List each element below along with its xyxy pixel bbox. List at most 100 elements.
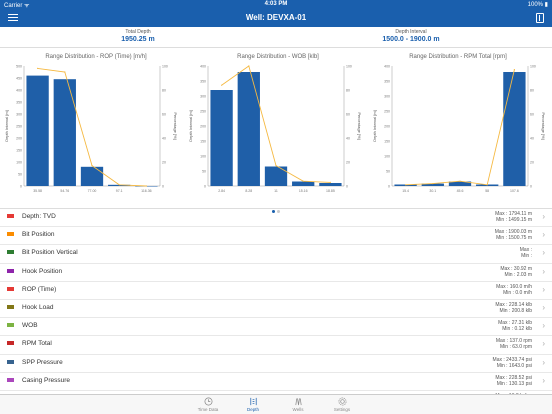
y-tick-label: 500 — [16, 65, 22, 69]
percentage-point — [248, 65, 250, 67]
y2-tick-label: 100 — [162, 65, 168, 69]
y2-tick-label: 40 — [162, 137, 166, 141]
parameter-row[interactable]: Bit Position Max : 1900.03 m Min : 1500.75… — [0, 227, 552, 246]
x-tick-label: 107.6 — [510, 189, 519, 193]
bar — [448, 181, 472, 186]
color-swatch — [7, 341, 14, 346]
bar — [421, 183, 444, 186]
y-axis-label: Depth Interval [m] — [372, 110, 377, 142]
x-tick-label: 8.28 — [245, 189, 252, 193]
x-tick-label: 2.84 — [218, 189, 225, 193]
color-swatch — [7, 214, 14, 218]
status-bar: Carrier ᯤ 4:03 PM 100% ▮ — [0, 0, 552, 9]
y2-tick-label: 20 — [346, 161, 350, 165]
total-depth-value: 1950.25 m — [121, 36, 155, 43]
bar — [80, 166, 104, 186]
chevron-right-icon: › — [542, 284, 545, 294]
y2-tick-label: 40 — [346, 137, 350, 141]
parameter-max: Max : 1900.03 m — [494, 229, 532, 236]
tab-label: Depth — [246, 407, 259, 412]
y2-axis-label: Percentage [%] — [357, 112, 362, 139]
parameter-row[interactable]: RPM Total Max : 137.0 rpm Min : 63.0 rpm › — [0, 336, 552, 355]
bar — [264, 166, 288, 186]
parameter-row[interactable]: Hook Position Max : 30.92 m Min : 2.03 m › — [0, 264, 552, 282]
bar — [210, 90, 233, 186]
parameter-list: Depth: TVD Max : 1794.11 m Min : 1499.15 m… — [0, 208, 552, 394]
page-dot[interactable] — [277, 210, 280, 213]
color-swatch — [7, 359, 14, 364]
parameter-row[interactable]: Hook Load Max : 228.14 klb Min : 200.8 klb… — [0, 300, 552, 319]
y-tick-label: 150 — [384, 140, 390, 144]
y2-tick-label: 20 — [530, 161, 534, 165]
tab-label: Wells — [292, 407, 304, 412]
percentage-point — [91, 165, 93, 167]
y-tick-label: 300 — [16, 113, 22, 117]
x-tick-label: 58 — [485, 189, 489, 193]
parameter-name: Bit Position Vertical — [22, 249, 78, 257]
summary-header: Total Depth 1950.25 m Depth Interval 150… — [0, 27, 552, 48]
page-title: Well: DEVXA-01 — [245, 13, 307, 22]
parameter-min: Min : 0.12 klb — [502, 326, 532, 333]
gear-icon — [338, 397, 346, 406]
parameter-name: WOB — [22, 322, 38, 330]
charts-carousel[interactable]: Range Distribution - ROP (Time) [m/h] Ra… — [0, 48, 552, 208]
page-indicator[interactable] — [0, 200, 552, 218]
parameter-range: Max : 137.0 rpm Min : 63.0 rpm — [496, 338, 532, 350]
parameter-range: Max : Min : — [520, 247, 532, 259]
y-tick-label: 200 — [200, 125, 206, 129]
parameter-max: Max : 30.92 m — [500, 265, 532, 272]
parameter-row[interactable]: SPP Pressure Max : 2433.74 psi Min : 1643.… — [0, 355, 552, 373]
parameter-max: Max : 160.0 m/h — [496, 283, 532, 290]
x-tick-label: 30.1 — [429, 189, 436, 193]
percentage-point — [64, 71, 66, 73]
book-icon[interactable] — [536, 13, 544, 23]
parameter-max: Max : — [519, 247, 532, 254]
y2-tick-label: 100 — [346, 65, 352, 69]
wells-icon — [294, 398, 302, 406]
nav-bar: Well: DEVXA-01 — [0, 9, 552, 27]
y2-tick-label: 40 — [530, 137, 534, 141]
y-tick-label: 400 — [16, 89, 22, 93]
page-dot[interactable] — [272, 210, 275, 213]
tab-time-data[interactable]: Time Data — [188, 397, 228, 412]
y-tick-label: 250 — [16, 125, 22, 129]
parameter-min: Min : 0.0 m/h — [503, 289, 532, 296]
parameter-name: Bit Position — [22, 231, 55, 239]
y2-tick-label: 80 — [530, 89, 534, 93]
parameter-range: Max : 2433.74 psi Min : 1643.0 psi — [493, 357, 532, 369]
parameter-row[interactable]: Depth: TVD Max : 1794.11 m Min : 1499.15 m… — [0, 209, 552, 228]
percentage-point — [432, 183, 434, 185]
parameter-max: Max : 1794.11 m — [495, 211, 532, 217]
y2-tick-label: 100 — [530, 65, 536, 69]
x-tick-label: 45.6 — [457, 189, 464, 193]
percentage-point — [513, 69, 515, 71]
parameter-row[interactable]: Bit Position Vertical Max : Min : › — [0, 245, 552, 264]
parameter-max: Max : 2433.74 psi — [492, 356, 532, 363]
parameter-min: Min : 1500.75 m — [496, 235, 532, 242]
x-tick-label: 18.85 — [326, 189, 335, 193]
y-tick-label: 0 — [20, 185, 22, 189]
parameter-row[interactable]: Casing Pressure Max : 228.52 psi Min : 130… — [0, 373, 552, 391]
tab-label: Time Data — [197, 407, 219, 412]
x-tick-label: 15.4 — [402, 189, 409, 193]
tab-depth[interactable]: Depth — [233, 397, 273, 412]
tab-wells[interactable]: Wells — [278, 397, 318, 412]
color-swatch — [7, 323, 14, 328]
parameter-row[interactable]: TorqueMax : 16.8 kzf m› — [0, 391, 552, 394]
parameter-min: Min : 200.8 klb — [499, 307, 532, 314]
tab-settings[interactable]: Settings — [322, 397, 362, 412]
parameter-range: Max : 160.0 m/h Min : 0.0 m/h — [496, 284, 532, 296]
parameter-min: Min : 63.0 rpm — [500, 344, 532, 351]
y-tick-label: 150 — [200, 140, 206, 144]
chevron-right-icon: › — [542, 248, 545, 258]
parameter-name: Casing Pressure — [22, 376, 71, 384]
y2-tick-label: 80 — [346, 89, 350, 93]
y-tick-label: 100 — [200, 155, 206, 159]
y2-tick-label: 60 — [530, 113, 534, 117]
menu-icon[interactable] — [8, 14, 18, 22]
chevron-right-icon: › — [542, 321, 545, 331]
x-tick-label: 116.36 — [141, 189, 151, 193]
parameter-row[interactable]: WOB Max : 27.31 klb Min : 0.12 klb › — [0, 318, 552, 337]
parameter-row[interactable]: ROP (Time) Max : 160.0 m/h Min : 0.0 m/h › — [0, 282, 552, 300]
y-tick-label: 250 — [384, 110, 390, 114]
